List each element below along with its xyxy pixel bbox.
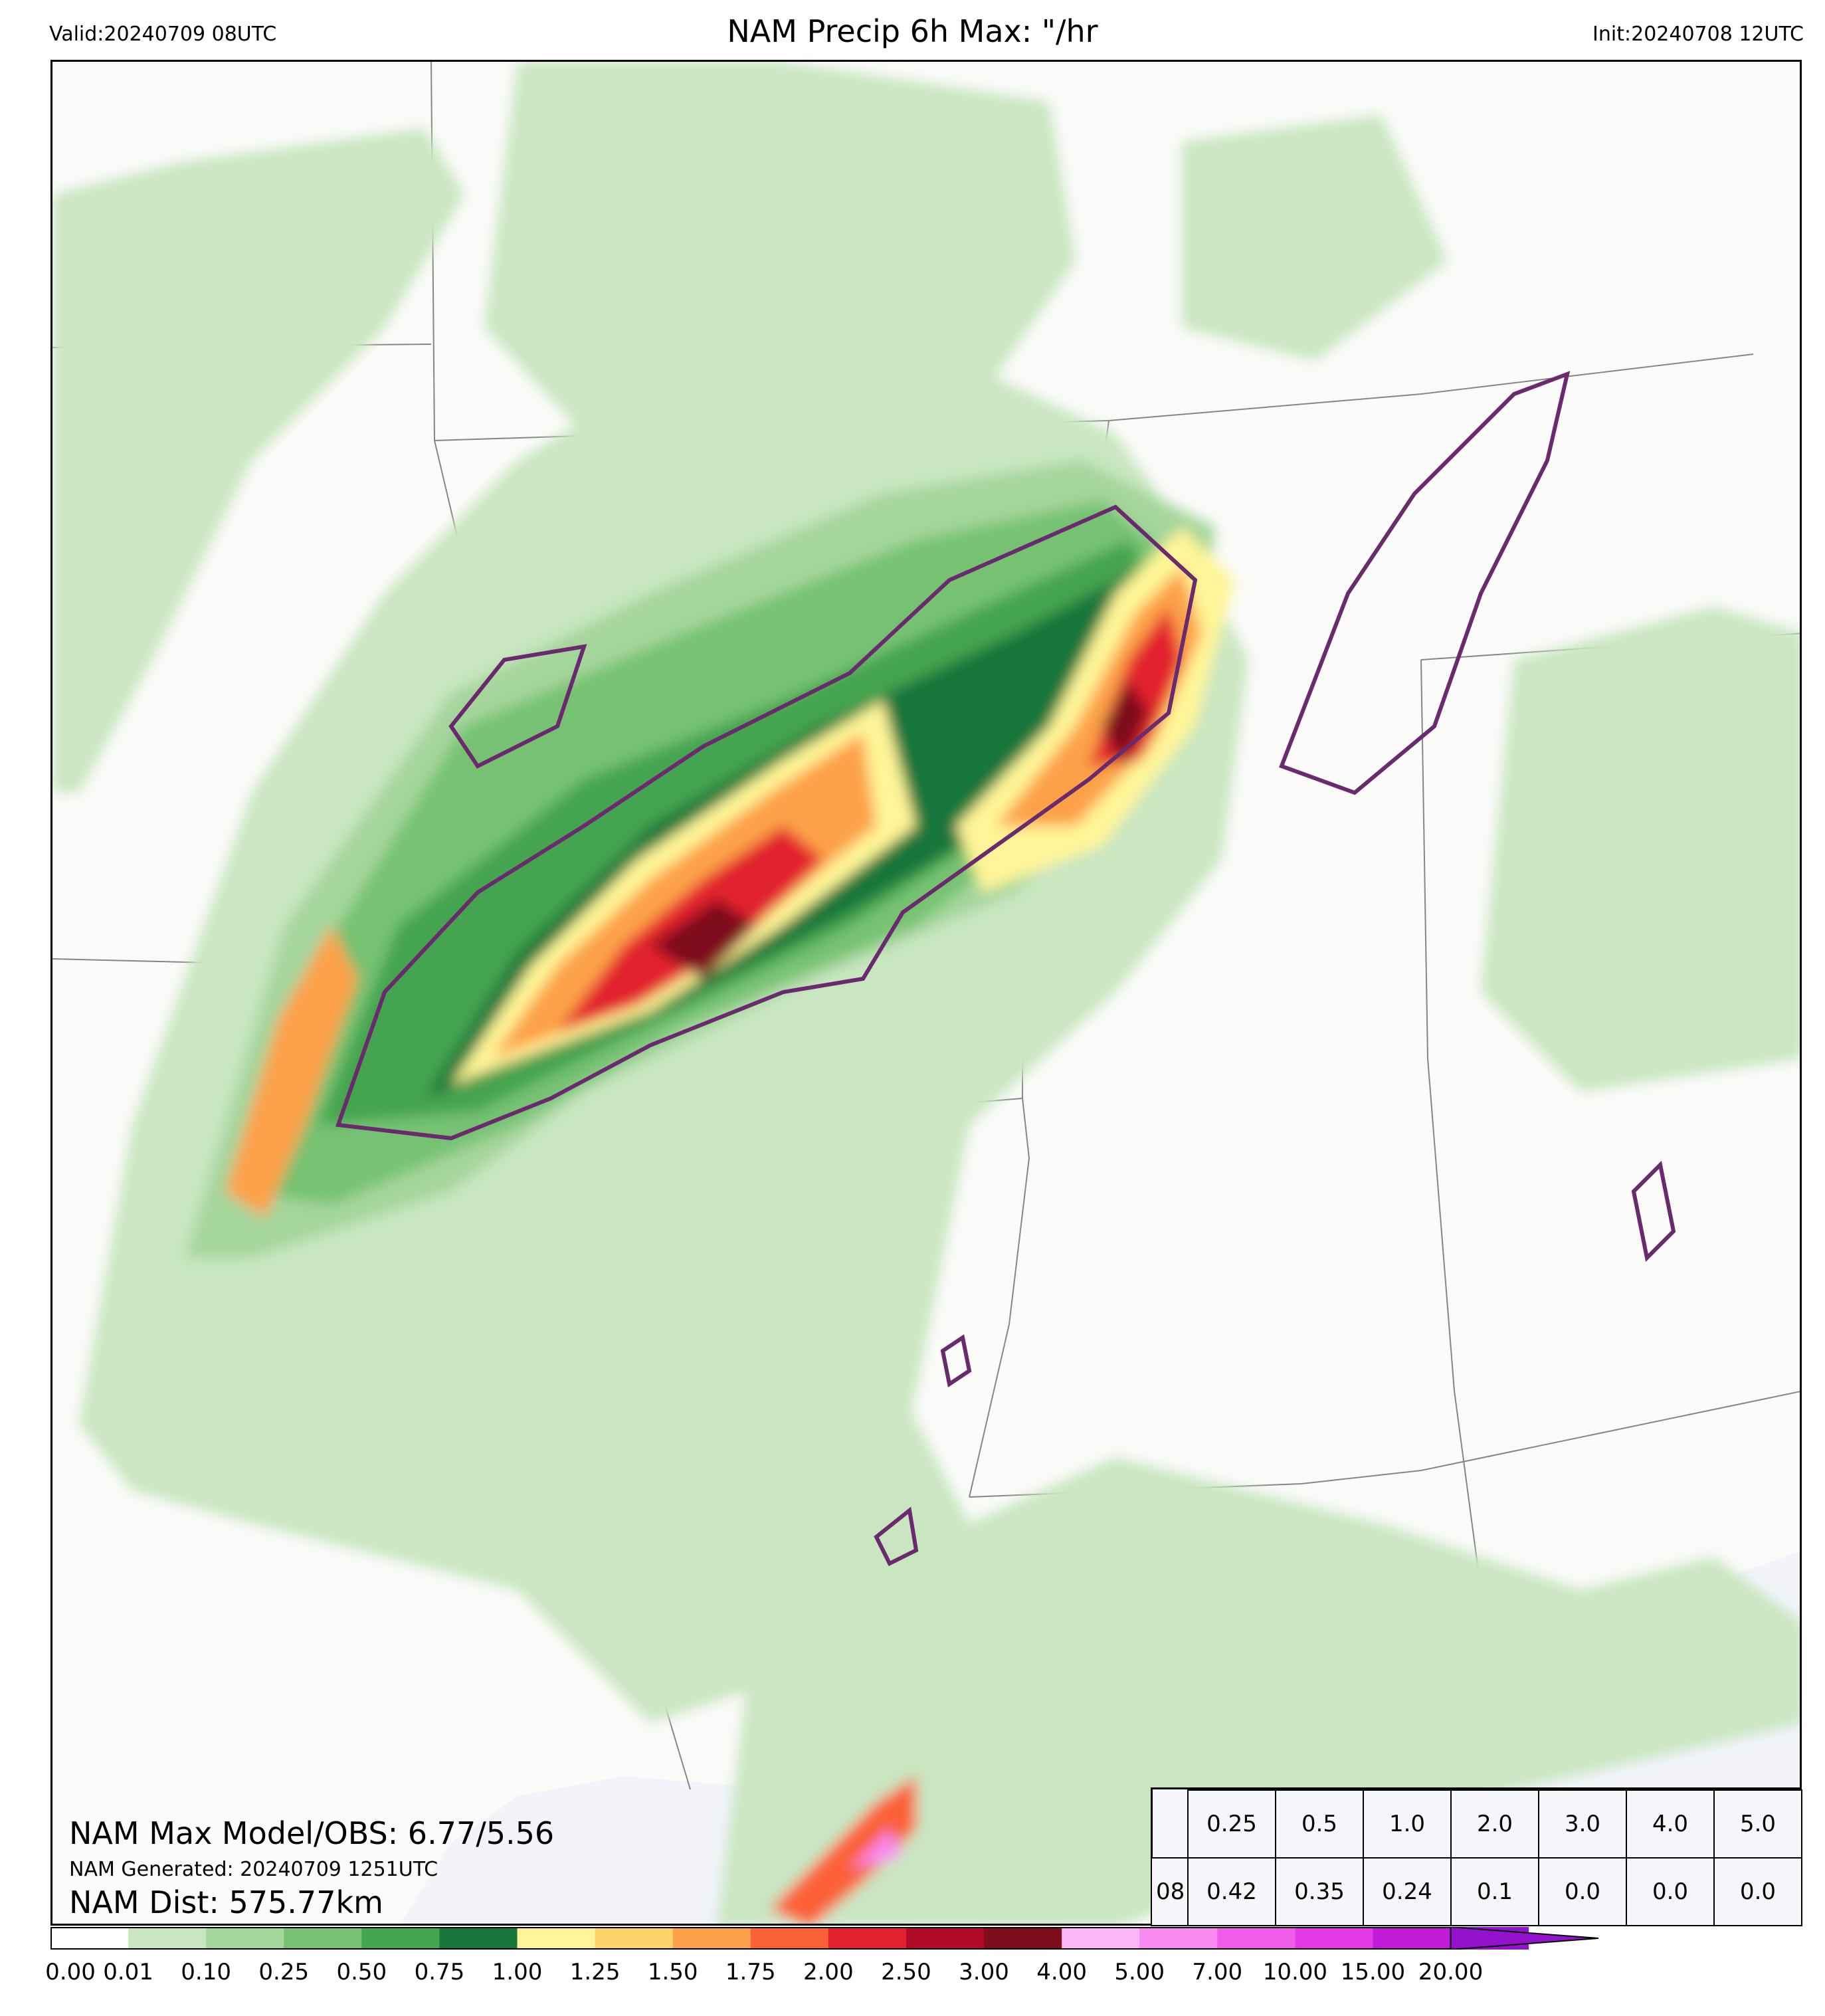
colorbar-segment [517, 1927, 596, 1950]
colorbar-segment [50, 1927, 129, 1950]
threshold-header-cell: 5.0 [1713, 1789, 1802, 1859]
threshold-value-cell: 0.0 [1626, 1857, 1715, 1926]
colorbar-segment [361, 1927, 440, 1950]
colorbar-tick-label: 15.00 [1340, 1959, 1406, 1985]
obs-contours [335, 371, 1676, 1567]
threshold-header-cell: 1.0 [1363, 1789, 1452, 1859]
precip-map-graphic [52, 62, 1800, 1924]
colorbar-segment [984, 1927, 1062, 1950]
colorbar-tick-label: 20.00 [1418, 1959, 1484, 1985]
colorbar-segment [1373, 1927, 1452, 1950]
precip-field [52, 62, 1800, 1924]
max-model-obs-label: NAM Max Model/OBS: 6.77/5.56 [69, 1815, 555, 1851]
colorbar-tick-label: 2.50 [881, 1959, 931, 1985]
table-row-label: 08 [1151, 1857, 1189, 1926]
colorbar-tick-label: 5.00 [1114, 1959, 1165, 1985]
generated-time-label: NAM Generated: 20240709 1251UTC [69, 1858, 438, 1881]
colorbar-tick-label: 1.50 [647, 1959, 698, 1985]
colorbar-segment [439, 1927, 518, 1950]
colorbar-segment [750, 1927, 829, 1950]
colorbar-segment [284, 1927, 362, 1950]
colorbar-segment [1217, 1927, 1296, 1950]
colorbar-tick-label: 0.00 [45, 1959, 96, 1985]
colorbar-segment [1139, 1927, 1218, 1950]
threshold-header-cell: 0.25 [1187, 1789, 1276, 1859]
threshold-value-cell: 0.35 [1275, 1857, 1364, 1926]
colorbar-tick-label: 7.00 [1192, 1959, 1243, 1985]
colorbar-tick-label: 1.00 [492, 1959, 543, 1985]
map-title: NAM Precip 6h Max: "/hr [727, 13, 1098, 49]
colorbar-tick-label: 2.00 [803, 1959, 854, 1985]
threshold-table: 0.25 0.5 1.0 2.0 3.0 4.0 5.0 08 0.42 0.35 0.24 0.1 0… [1151, 1787, 1802, 1926]
colorbar-tick-label: 4.00 [1036, 1959, 1087, 1985]
threshold-header-cell: 2.0 [1450, 1789, 1539, 1859]
threshold-header-cell: 3.0 [1538, 1789, 1627, 1859]
colorbar-tick-label: 0.25 [258, 1959, 310, 1985]
colorbar-segment [828, 1927, 907, 1950]
colorbar-segment [1062, 1927, 1140, 1950]
colorbar-tick-label: 3.00 [959, 1959, 1009, 1985]
init-time-label: Init:20240708 12UTC [1592, 23, 1804, 46]
colorbar-segment [128, 1927, 207, 1950]
colorbar-outline [50, 1927, 1452, 1950]
colorbar-segment [1295, 1927, 1373, 1950]
colorbar-tick-label: 0.01 [103, 1959, 153, 1985]
threshold-header-cell: 0.5 [1275, 1789, 1364, 1859]
threshold-value-cell: 0.24 [1363, 1857, 1452, 1926]
threshold-value-cell: 0.1 [1450, 1857, 1539, 1926]
colorbar [50, 1927, 1598, 1950]
colorbar-segment [672, 1927, 751, 1950]
threshold-value-cell: 0.0 [1538, 1857, 1627, 1926]
colorbar-tick-label: 10.00 [1262, 1959, 1328, 1985]
colorbar-segment [595, 1927, 674, 1950]
threshold-value-cell: 0.0 [1713, 1857, 1802, 1926]
colorbar-tick-label: 1.75 [725, 1959, 776, 1985]
threshold-header-cell: 4.0 [1626, 1789, 1715, 1859]
threshold-value-cell: 0.42 [1187, 1857, 1276, 1926]
colorbar-segment [206, 1927, 284, 1950]
colorbar-tick-label: 0.10 [181, 1959, 232, 1985]
colorbar-tick-label: 1.25 [569, 1959, 621, 1985]
valid-time-label: Valid:20240709 08UTC [49, 23, 277, 46]
colorbar-tick-label: 0.75 [414, 1959, 465, 1985]
distance-label: NAM Dist: 575.77km [69, 1884, 383, 1920]
colorbar-tick-label: 0.50 [336, 1959, 387, 1985]
precip-map [50, 60, 1802, 1926]
colorbar-segment [906, 1927, 985, 1950]
